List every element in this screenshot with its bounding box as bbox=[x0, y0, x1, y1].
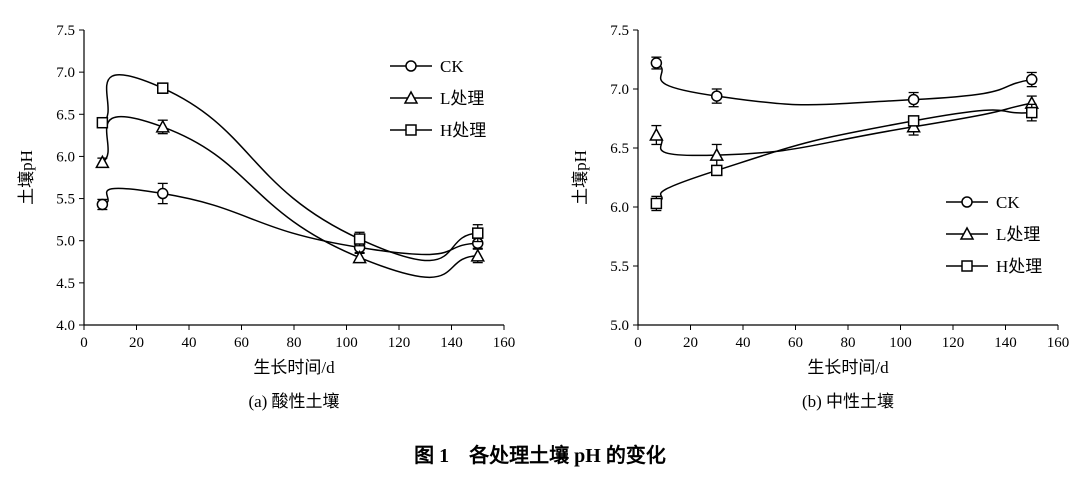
y-tick-label: 7.5 bbox=[610, 23, 629, 39]
data-point-square bbox=[472, 227, 484, 239]
x-tick-label: 40 bbox=[736, 335, 751, 351]
series-line-triangle bbox=[656, 102, 1032, 157]
data-point-square bbox=[96, 116, 109, 129]
data-point-triangle bbox=[470, 248, 486, 262]
data-point-triangle bbox=[95, 154, 110, 169]
y-tick-label: 7.5 bbox=[56, 23, 75, 39]
x-tick-label: 100 bbox=[335, 335, 358, 351]
series-line-circle bbox=[102, 187, 478, 256]
data-point-circle bbox=[650, 57, 663, 69]
x-tick-label: 140 bbox=[440, 335, 463, 351]
y-tick-label: 7.0 bbox=[610, 82, 629, 98]
data-point-circle bbox=[907, 93, 920, 106]
data-point-triangle bbox=[709, 147, 725, 161]
y-tick-label: 5.0 bbox=[56, 234, 75, 250]
legend-marker-triangle bbox=[959, 226, 975, 240]
figure-caption: 图 1 各处理土壤 pH 的变化 bbox=[414, 443, 666, 467]
x-axis-label: 生长时间/d bbox=[807, 358, 889, 377]
y-axis-label: 土壤pH bbox=[16, 150, 36, 205]
legend-marker-circle bbox=[405, 60, 417, 72]
x-tick-label: 40 bbox=[182, 335, 197, 351]
x-tick-label: 80 bbox=[287, 335, 302, 351]
legend-label: CK bbox=[996, 193, 1020, 212]
legend-marker-circle bbox=[961, 196, 973, 208]
x-tick-label: 160 bbox=[493, 335, 516, 351]
data-point-circle bbox=[157, 187, 169, 200]
panel-subtitle: (b) 中性土壤 bbox=[802, 391, 894, 411]
y-tick-label: 4.0 bbox=[56, 318, 75, 334]
data-point-square bbox=[711, 164, 723, 177]
y-tick-label: 5.0 bbox=[610, 318, 629, 334]
x-tick-label: 0 bbox=[80, 335, 88, 351]
x-tick-label: 120 bbox=[942, 335, 965, 351]
y-axis-label: 土壤pH bbox=[570, 150, 590, 205]
chart-panel-acidic-soil: 0 20 40 60 80 100 120 140 160 4.0 4.5 5.0 5.5 6.0 6.5 7… bbox=[16, 23, 515, 411]
data-point-circle bbox=[96, 198, 109, 211]
x-tick-label: 80 bbox=[841, 335, 856, 351]
y-tick-label: 6.5 bbox=[610, 141, 629, 157]
series-line-square bbox=[101, 74, 478, 262]
data-point-square bbox=[353, 233, 366, 245]
legend-label: L处理 bbox=[996, 225, 1040, 244]
chart-panel-neutral-soil: 0 20 40 60 80 100 120 140 160 5.0 5.5 6.0 6.5 7.0 7.5 生… bbox=[570, 23, 1069, 411]
data-point-triangle bbox=[155, 119, 171, 133]
legend-label: CK bbox=[440, 57, 464, 76]
y-tick-label: 5.5 bbox=[610, 259, 629, 275]
legend-marker-triangle bbox=[403, 90, 419, 104]
x-tick-label: 120 bbox=[388, 335, 411, 351]
data-point-square bbox=[157, 82, 169, 94]
x-tick-label: 20 bbox=[683, 335, 698, 351]
y-tick-label: 6.0 bbox=[610, 200, 629, 216]
data-point-square bbox=[1026, 106, 1038, 119]
y-tick-label: 7.0 bbox=[56, 65, 75, 81]
y-tick-label: 6.0 bbox=[56, 149, 75, 165]
data-point-triangle bbox=[352, 250, 367, 264]
x-tick-label: 60 bbox=[788, 335, 803, 351]
x-tick-label: 140 bbox=[994, 335, 1017, 351]
x-tick-label: 20 bbox=[129, 335, 144, 351]
data-point-circle bbox=[711, 90, 723, 102]
x-tick-label: 0 bbox=[634, 335, 642, 351]
legend-label: H处理 bbox=[996, 257, 1042, 276]
legend-marker-square bbox=[405, 124, 417, 136]
y-tick-label: 6.5 bbox=[56, 107, 75, 123]
panel-subtitle: (a) 酸性土壤 bbox=[248, 391, 339, 411]
y-tick-label: 4.5 bbox=[56, 276, 75, 292]
series-line-circle bbox=[656, 62, 1032, 106]
series-line-square bbox=[656, 109, 1032, 205]
data-point-square bbox=[650, 197, 663, 210]
data-point-circle bbox=[1026, 73, 1038, 86]
x-tick-label: 100 bbox=[889, 335, 912, 351]
data-point-square bbox=[907, 115, 920, 127]
x-tick-label: 160 bbox=[1047, 335, 1070, 351]
legend-marker-square bbox=[961, 260, 973, 272]
legend-label: H处理 bbox=[440, 121, 486, 140]
x-axis-label: 生长时间/d bbox=[253, 358, 335, 377]
data-point-triangle bbox=[649, 127, 664, 141]
x-tick-label: 60 bbox=[234, 335, 249, 351]
y-tick-label: 5.5 bbox=[56, 192, 75, 208]
legend-label: L处理 bbox=[440, 89, 484, 108]
